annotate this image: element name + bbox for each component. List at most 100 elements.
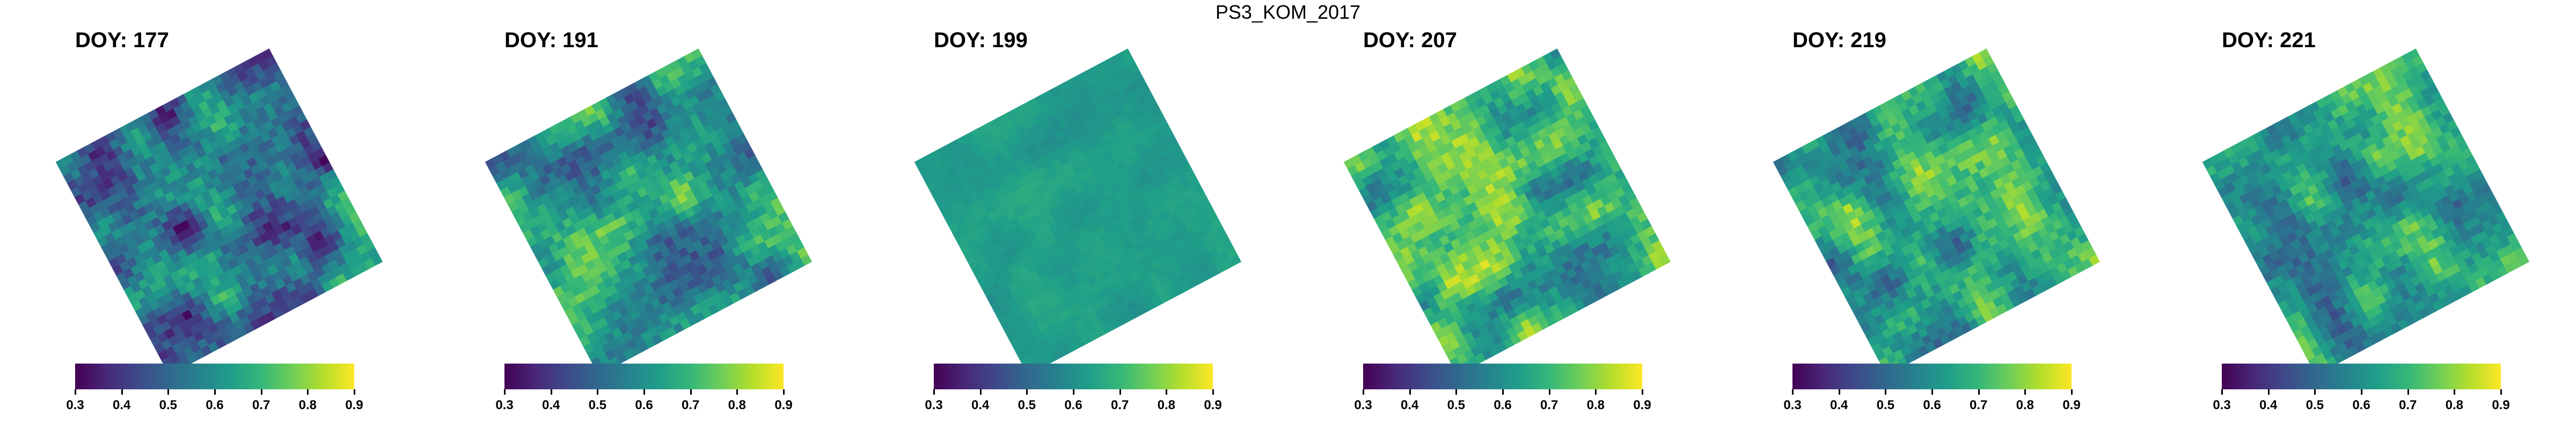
colorbar [934,364,1213,389]
raster-cell [1511,78,1523,90]
raster-cell [1151,123,1163,135]
raster-cell [1960,304,1972,316]
raster-cell [1911,194,1922,206]
raster-cell [118,189,129,201]
raster-cell [2010,141,2022,153]
raster-cell [2324,284,2336,296]
raster-cell [1511,214,1523,227]
raster-cell [1455,299,1467,310]
raster-cell [1871,224,1884,235]
raster-cell [579,162,590,174]
raster-cell [1964,193,1977,204]
raster-cell [681,235,693,247]
raster-cell [1851,116,1863,128]
raster-cell [564,289,575,301]
raster-cell [1589,191,1601,203]
raster-cell [1178,191,1190,203]
raster-cell [756,205,768,217]
raster-cell [2031,267,2043,278]
raster-cell [1057,100,1069,112]
raster-cell [2040,180,2052,191]
raster-cell [1409,177,1421,189]
raster-cell [1899,173,1911,184]
raster-cell [1369,172,1381,183]
raster-cell [266,210,277,222]
raster-cell [1174,183,1186,196]
raster-cell [1414,221,1425,233]
raster-cell [1477,187,1489,198]
raster-cell [744,284,756,296]
raster-cell [1848,145,1860,157]
raster-cell [1033,277,1044,289]
raster-cell [1883,263,1896,275]
raster-cell [590,357,602,365]
raster-cell [285,127,297,139]
raster-cell [1580,278,1592,290]
raster-cell [1439,253,1451,264]
raster-cell [66,161,78,173]
raster-cell [1029,306,1041,318]
raster-cell [1526,243,1538,255]
raster-cell [179,183,191,195]
raster-cell [683,153,694,165]
raster-cell [686,297,698,308]
raster-cell [2330,245,2342,256]
raster-cell [280,203,291,214]
raster-cell [1569,120,1581,131]
raster-cell [1074,100,1087,112]
raster-cell [1377,204,1389,216]
raster-cell [2265,206,2277,218]
raster-cell [185,144,196,156]
raster-cell [529,207,541,219]
raster-cell [663,82,675,93]
raster-cell [1952,290,1964,302]
raster-cell [1518,211,1529,223]
raster-cell [1903,335,1915,346]
raster-cell [1107,228,1118,240]
raster-cell [2009,123,2022,135]
raster-cell [159,112,171,124]
raster-cell [1953,153,1965,165]
raster-cell [184,125,196,138]
raster-cell [248,228,260,240]
raster-cell [1851,253,1863,265]
raster-cell [1428,213,1439,225]
raster-cell [1943,323,1955,335]
raster-cell [2010,159,2022,171]
raster-cell [1147,271,1159,283]
raster-cell [1526,261,1538,273]
raster-cell [320,245,332,256]
raster-cell [1439,116,1452,128]
raster-cell [1010,253,1022,264]
raster-cell [1422,253,1433,265]
raster-cell [2017,274,2029,286]
raster-cell [237,88,249,100]
raster-cell [978,124,990,136]
raster-cell [1435,210,1446,221]
raster-cell [1472,108,1484,120]
raster-cell [2263,271,2274,283]
raster-cell [265,174,276,186]
raster-cell [86,214,98,226]
colorbar-tick-label: 0.6 [206,398,224,412]
raster-cell [173,259,185,271]
raster-cell [1024,245,1036,257]
raster-cell [1852,152,1864,164]
raster-cell [999,231,1011,243]
raster-cell [1147,134,1159,146]
raster-cell [156,159,168,171]
raster-cell [172,360,184,365]
raster-cell [2284,260,2296,272]
raster-cell [107,221,119,233]
raster-cell [1160,191,1172,203]
raster-cell [631,90,642,101]
raster-cell [123,149,135,161]
raster-cell [123,268,135,279]
raster-cell [214,165,226,176]
raster-cell [985,138,998,150]
raster-cell [1870,169,1882,182]
raster-cell [2297,198,2309,210]
raster-cell [1373,197,1385,209]
raster-cell [2326,219,2338,231]
raster-cell [1399,210,1410,222]
